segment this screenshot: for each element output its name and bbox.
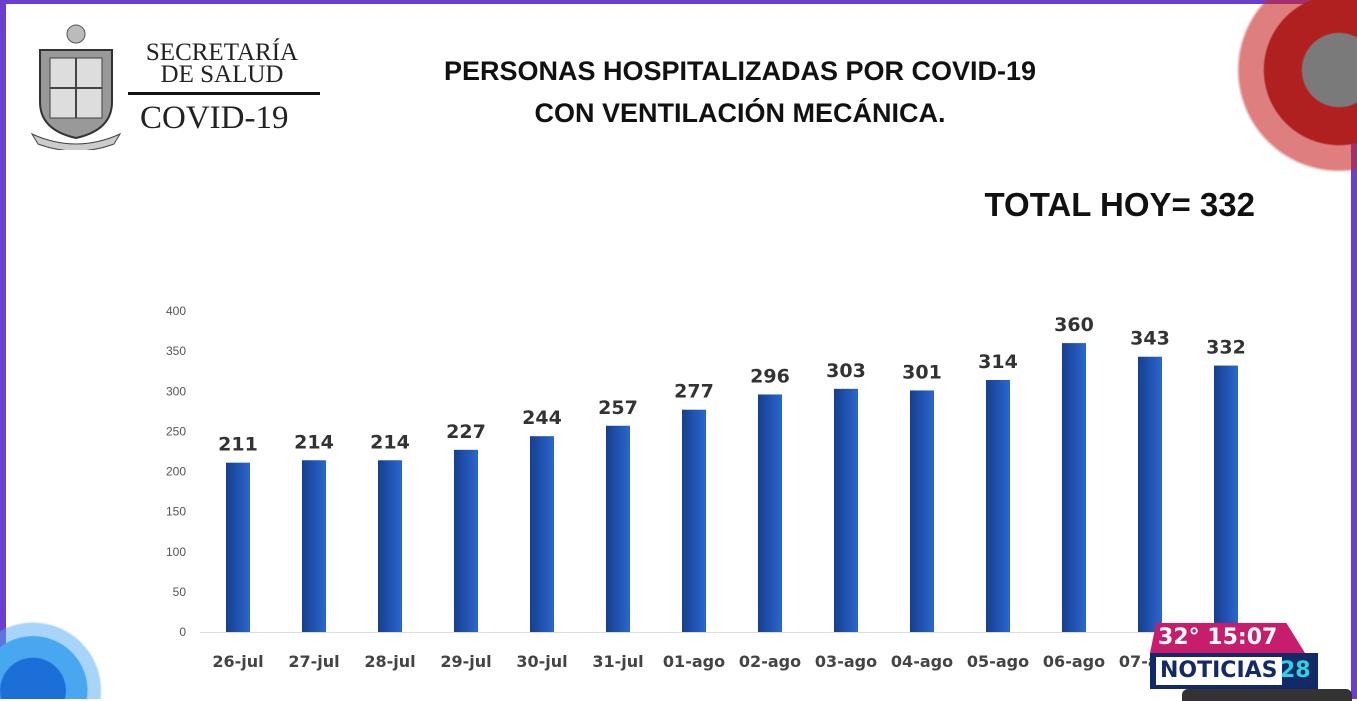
x-tick-label: 26-jul	[212, 652, 263, 671]
frame-right	[1351, 0, 1357, 699]
x-tick-label: 05-ago	[967, 652, 1029, 671]
channel-number: 28	[1280, 658, 1311, 683]
bar	[682, 409, 706, 632]
y-tick-label: 400	[166, 304, 186, 318]
bar	[606, 425, 630, 632]
chart-title: PERSONAS HOSPITALIZADAS POR COVID-19 CON…	[380, 50, 1100, 134]
bar	[378, 460, 402, 632]
data-label: 301	[902, 361, 942, 383]
bar	[834, 388, 858, 632]
data-label: 343	[1130, 328, 1170, 350]
channel-banner: NOTICIAS 28	[1150, 653, 1318, 689]
bar	[302, 460, 326, 632]
y-tick-label: 50	[173, 585, 187, 599]
channel-brand: NOTICIAS	[1156, 657, 1282, 685]
data-label: 296	[750, 365, 790, 387]
title-line: CON VENTILACIÓN MECÁNICA.	[534, 98, 946, 128]
bar	[1138, 356, 1162, 632]
logo-text-line: DE SALUD	[160, 61, 284, 88]
bar	[910, 390, 934, 632]
data-label: 227	[446, 421, 486, 443]
virus-decoration-blue	[0, 615, 110, 699]
data-label: 211	[218, 434, 258, 456]
dark-panel	[1182, 689, 1352, 701]
x-tick-label: 29-jul	[440, 652, 491, 671]
tv-overlay: 32° 15:07 NOTICIAS 28	[1150, 623, 1318, 691]
y-tick-label: 100	[166, 545, 186, 559]
bar	[530, 436, 554, 632]
bar	[226, 462, 250, 632]
coat-of-arms-logo	[30, 24, 122, 150]
bar	[454, 449, 478, 632]
x-tick-label: 04-ago	[891, 652, 953, 671]
data-label: 332	[1206, 337, 1246, 359]
x-tick-label: 02-ago	[739, 652, 801, 671]
y-tick-label: 300	[166, 384, 186, 398]
x-tick-label: 06-ago	[1043, 652, 1105, 671]
data-label: 277	[674, 381, 714, 403]
bar	[1214, 365, 1238, 632]
y-tick-label: 150	[166, 505, 186, 519]
x-tick-label: 31-jul	[592, 652, 643, 671]
total-today: TOTAL HOY= 332	[984, 186, 1255, 223]
bar	[986, 380, 1010, 632]
frame-top	[0, 0, 1357, 4]
data-label: 244	[522, 407, 562, 429]
logo-subtitle: COVID-19	[140, 100, 289, 136]
bar	[758, 394, 782, 632]
y-tick-label: 0	[179, 625, 186, 639]
frame-left	[0, 0, 6, 699]
y-tick-label: 350	[166, 344, 186, 358]
x-tick-label: 28-jul	[364, 652, 415, 671]
bar	[1062, 343, 1086, 632]
y-tick-label: 200	[166, 465, 186, 479]
title-line: PERSONAS HOSPITALIZADAS POR COVID-19	[443, 56, 1037, 86]
data-label: 257	[598, 397, 638, 419]
x-tick-label: 27-jul	[288, 652, 339, 671]
y-tick-label: 250	[166, 424, 186, 438]
x-tick-label: 03-ago	[815, 652, 877, 671]
logo-text: SECRETARÍA DE SALUD	[138, 39, 306, 88]
x-tick-label: 01-ago	[663, 652, 725, 671]
x-tick-label: 30-jul	[516, 652, 567, 671]
data-label: 314	[978, 351, 1018, 373]
data-label: 214	[370, 431, 410, 453]
virus-decoration-red	[1237, 0, 1357, 200]
logo-text-line: SECRETARÍA	[145, 39, 299, 66]
logo-divider	[128, 92, 320, 95]
weather-time: 32° 15:07	[1150, 623, 1305, 653]
data-label: 360	[1054, 314, 1094, 336]
data-label: 214	[294, 431, 334, 453]
data-label: 303	[826, 360, 866, 382]
